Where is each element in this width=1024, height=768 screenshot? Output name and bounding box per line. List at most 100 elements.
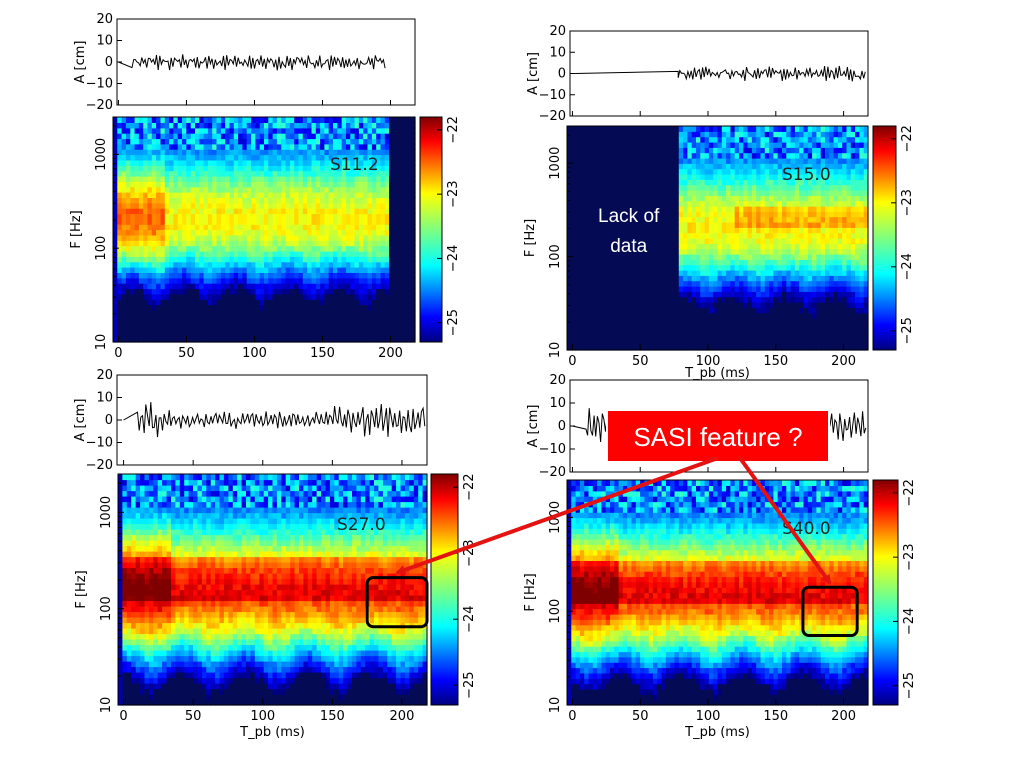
spectrogram-cell bbox=[177, 320, 183, 327]
spectrogram-cell bbox=[294, 133, 300, 140]
spectrogram-cell bbox=[618, 243, 624, 250]
spectrogram-cell bbox=[302, 288, 308, 295]
spectrogram-cell bbox=[700, 126, 706, 132]
spectrogram-cell bbox=[311, 218, 317, 225]
spectrogram-cell bbox=[751, 291, 757, 298]
spectrogram-cell bbox=[169, 170, 174, 177]
spectrogram-cell bbox=[721, 232, 727, 239]
spectrogram-cell bbox=[285, 181, 291, 188]
spectrogram-cell bbox=[238, 315, 243, 322]
spectrogram-cell bbox=[588, 168, 594, 175]
spectrogram-cell bbox=[640, 142, 645, 148]
spectrogram-cell bbox=[605, 307, 611, 314]
spectrogram-cell bbox=[268, 154, 274, 161]
spectrogram-cell bbox=[683, 318, 688, 324]
spectrogram-cell bbox=[169, 304, 174, 311]
spectrogram-cell bbox=[597, 227, 602, 234]
spectrogram-cell bbox=[195, 138, 200, 145]
spectrogram-cell bbox=[354, 288, 360, 295]
spectrogram-cell bbox=[747, 334, 753, 340]
spectrogram-cell bbox=[571, 190, 577, 196]
spectrogram-cell bbox=[220, 250, 226, 257]
spectrogram-cell bbox=[751, 158, 757, 164]
spectrogram-cell bbox=[341, 117, 347, 123]
spectrogram-cell bbox=[622, 275, 628, 282]
spectrogram-cell bbox=[358, 218, 364, 225]
spectrogram-cell bbox=[648, 179, 654, 186]
spectrogram-cell bbox=[358, 250, 364, 257]
spectrogram-cell bbox=[207, 229, 213, 236]
spectrogram-cell bbox=[190, 267, 196, 273]
spectrogram-cell bbox=[756, 174, 762, 180]
spectrogram-cell bbox=[700, 334, 706, 340]
spectrogram-cell bbox=[268, 304, 274, 311]
spectrogram-cell bbox=[151, 154, 157, 161]
spectrogram-cell bbox=[402, 331, 407, 338]
spectrogram-cell bbox=[627, 254, 633, 260]
spectrogram-cell bbox=[704, 216, 710, 223]
spectrogram-cell bbox=[601, 126, 607, 132]
spectrogram-cell bbox=[207, 122, 213, 129]
spectrogram-cell bbox=[333, 213, 338, 220]
spectrogram-cell bbox=[220, 143, 226, 150]
spectrogram-cell bbox=[151, 320, 157, 327]
spectrogram-cell bbox=[696, 227, 701, 234]
spectrogram-cell bbox=[160, 304, 166, 311]
spectrogram-cell bbox=[147, 154, 153, 161]
colorbar bbox=[419, 116, 443, 343]
spectrogram-cell bbox=[726, 200, 731, 207]
spectrogram-cell bbox=[640, 200, 645, 207]
spectrogram-cell bbox=[700, 302, 706, 308]
spectrogram-cell bbox=[747, 296, 753, 303]
spectrogram-cell bbox=[721, 158, 727, 164]
spectrogram-cell bbox=[696, 206, 701, 212]
spectrogram-cell bbox=[212, 299, 218, 306]
spectrogram-cell bbox=[117, 122, 123, 129]
spectrogram-cell bbox=[341, 127, 347, 134]
spectrogram-cell bbox=[151, 208, 157, 215]
spectrogram-cell bbox=[614, 179, 620, 186]
spectrogram-cell bbox=[294, 143, 300, 150]
spectrogram-cell bbox=[182, 192, 187, 198]
spectrogram-cell bbox=[238, 133, 243, 140]
spectrogram-cell bbox=[696, 232, 701, 239]
spectrogram-cell bbox=[311, 272, 317, 279]
spectrogram-cell bbox=[264, 181, 269, 188]
spectrogram-cell bbox=[747, 344, 753, 351]
spectrogram-cell bbox=[380, 143, 386, 150]
spectrogram-cell bbox=[713, 222, 719, 228]
spectrogram-cell bbox=[216, 127, 222, 134]
spectrogram-cell bbox=[657, 238, 663, 244]
spectrogram-cell bbox=[657, 200, 663, 207]
spectrogram-cell bbox=[177, 234, 183, 241]
spectrogram-cell bbox=[294, 138, 300, 145]
spectrogram-cell bbox=[588, 136, 594, 143]
spectrogram-cell bbox=[268, 272, 274, 279]
spectrogram-cell bbox=[346, 234, 351, 241]
spectrogram-cell bbox=[337, 245, 343, 252]
spectrogram-cell bbox=[397, 213, 403, 220]
spectrogram-cell bbox=[610, 131, 615, 138]
spectrogram-cell bbox=[268, 192, 274, 198]
spectrogram-cell bbox=[708, 275, 714, 282]
spectrogram-cell bbox=[160, 299, 166, 306]
spectrogram-cell bbox=[691, 275, 697, 282]
spectrogram-cell bbox=[177, 213, 183, 220]
spectrogram-cell bbox=[182, 133, 187, 140]
spectrogram-cell bbox=[363, 170, 369, 177]
spectrogram-cell bbox=[713, 147, 719, 154]
spectrogram-cell bbox=[622, 243, 628, 250]
spectrogram-cell bbox=[177, 186, 183, 193]
spectrogram-cell bbox=[138, 133, 144, 140]
spectrogram-cell bbox=[700, 195, 706, 202]
spectrogram-cell bbox=[272, 325, 278, 332]
spectrogram-cell bbox=[618, 142, 624, 148]
spectrogram-cell bbox=[212, 133, 218, 140]
spectrogram-cell bbox=[160, 208, 166, 215]
spectrogram-cell bbox=[764, 147, 770, 154]
spectrogram-cell bbox=[220, 133, 226, 140]
spectrogram-cell bbox=[406, 288, 412, 295]
spectrogram-cell bbox=[358, 325, 364, 332]
spectrogram-cell bbox=[726, 222, 731, 228]
spectrogram-cell bbox=[130, 277, 136, 284]
